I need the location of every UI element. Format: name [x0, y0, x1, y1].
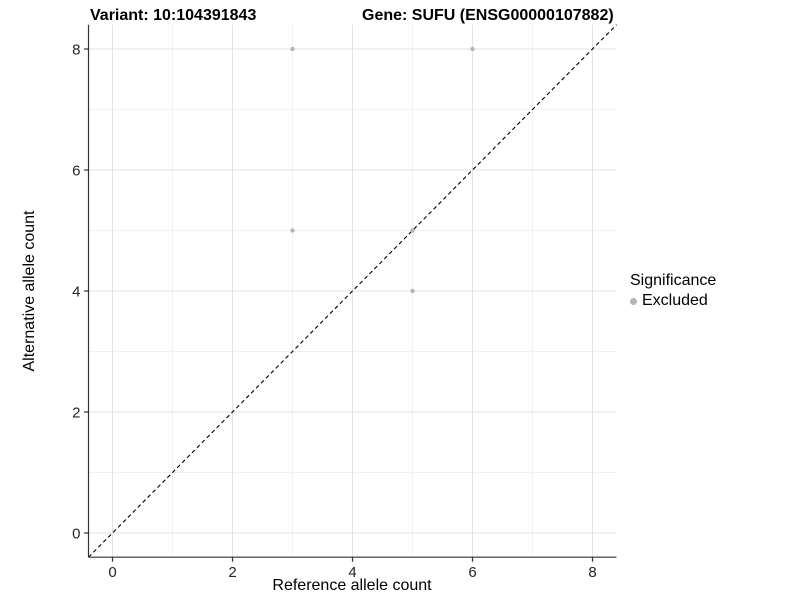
data-point — [410, 228, 415, 233]
x-tick-label: 2 — [228, 564, 236, 581]
legend-item-excluded: Excluded — [630, 292, 716, 310]
x-tick-label: 8 — [588, 564, 596, 581]
data-point — [290, 228, 295, 233]
x-tick-label: 4 — [348, 564, 356, 581]
y-tick-label: 2 — [72, 405, 80, 422]
excluded-point-swatch-icon — [630, 297, 637, 305]
identity-dashed-line — [88, 24, 617, 558]
x-tick-label: 0 — [108, 564, 116, 581]
y-axis-title: Alternative allele count — [21, 210, 38, 372]
legend-item-label: Excluded — [642, 292, 708, 309]
y-tick-label: 6 — [72, 163, 80, 180]
y-tick-label: 8 — [72, 42, 80, 59]
x-axis-title: Reference allele count — [272, 577, 432, 594]
y-tick-label: 4 — [72, 284, 80, 301]
legend: Significance Excluded — [630, 272, 716, 310]
data-point — [410, 288, 415, 294]
x-tick-label: 6 — [468, 564, 476, 581]
gene-title: Gene: SUFU (ENSG00000107882) — [362, 7, 614, 24]
y-tick-label: 0 — [72, 526, 80, 543]
data-point — [470, 46, 475, 52]
variant-title: Variant: 10:104391843 — [90, 7, 257, 24]
data-point — [290, 46, 295, 52]
legend-title: Significance — [630, 272, 717, 289]
